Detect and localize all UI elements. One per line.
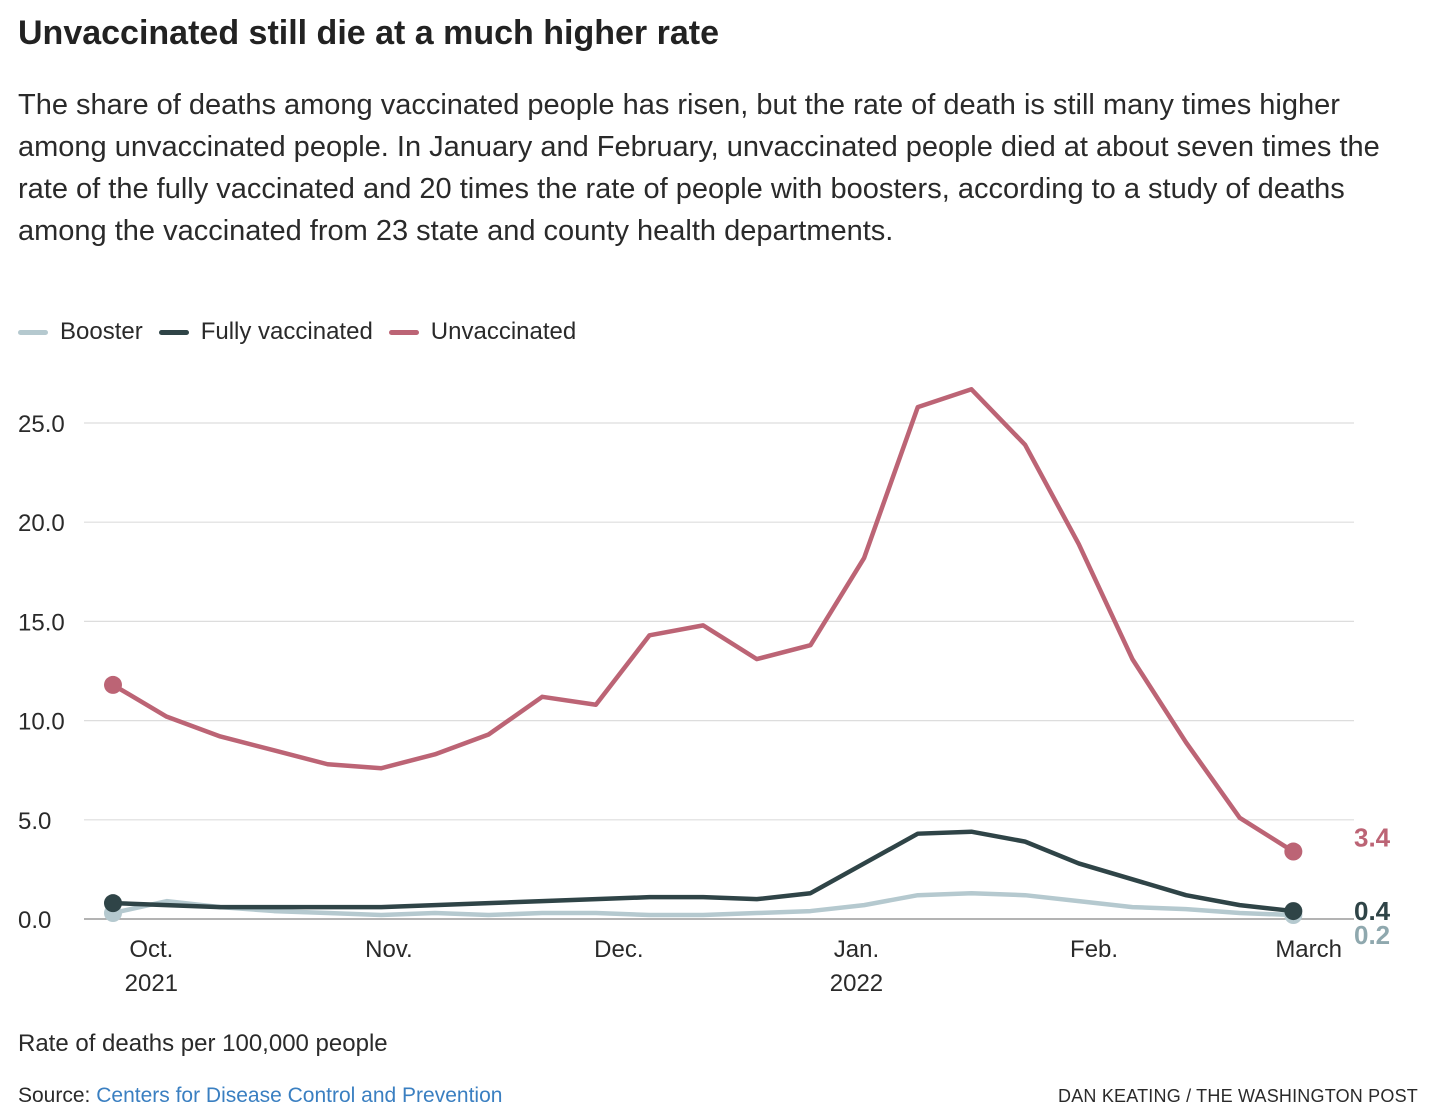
series-end-point — [1284, 842, 1303, 861]
x-tick-sublabel: 2022 — [830, 970, 883, 997]
y-tick-label: 5.0 — [18, 808, 51, 835]
legend-label-fully-vaccinated: Fully vaccinated — [200, 318, 373, 345]
series-line-unvaccinated — [110, 387, 1296, 854]
line-chart: 0.0 5.0 10.0 15.0 20.0 25.0 Oct. 2021 Nov. Dec. Ja… — [18, 387, 1391, 997]
x-tick-sublabel: 2021 — [125, 970, 178, 997]
legend-label-booster: Booster — [60, 318, 143, 345]
legend: Booster Fully vaccinated Unvaccinated — [18, 318, 592, 346]
legend-label-unvaccinated: Unvaccinated — [430, 318, 577, 345]
y-tick-label: 20.0 — [18, 510, 65, 537]
y-tick-label: 0.0 — [18, 907, 51, 934]
legend-item-unvaccinated: Unvaccinated — [388, 318, 577, 346]
series-start-point — [104, 675, 122, 694]
x-tick-label: Oct. — [129, 936, 173, 963]
series-line-booster — [110, 890, 1296, 918]
legend-swatch-fully-vaccinated — [158, 329, 189, 335]
credit-line: DAN KEATING / THE WASHINGTON POST — [1058, 1086, 1418, 1106]
series-end-point — [1284, 902, 1303, 921]
series-end-label: 3.4 — [1354, 823, 1391, 853]
series-end-label: 0.4 — [1354, 896, 1391, 926]
y-tick-label: 25.0 — [18, 411, 65, 438]
chart-subtitle: The share of deaths among vaccinated peo… — [18, 89, 1380, 247]
x-tick-label: Nov. — [365, 936, 413, 963]
legend-swatch-booster — [18, 329, 48, 335]
source-label: Source: — [18, 1084, 91, 1107]
y-axis-unit-note: Rate of deaths per 100,000 people — [18, 1030, 388, 1057]
y-tick-label: 15.0 — [18, 609, 65, 636]
x-tick-label: Jan. — [834, 936, 879, 963]
source-line: Source: Centers for Disease Control and … — [18, 1084, 502, 1108]
legend-swatch-unvaccinated — [388, 329, 419, 335]
x-tick-label: March — [1275, 936, 1342, 963]
legend-item-booster: Booster — [18, 318, 143, 346]
x-tick-label: Dec. — [594, 936, 643, 963]
x-tick-label: Feb. — [1070, 936, 1118, 963]
chart-title: Unvaccinated still die at a much higher … — [18, 14, 719, 52]
legend-item-fully-vaccinated: Fully vaccinated — [158, 318, 373, 346]
series-line-fully-vaccinated — [110, 829, 1296, 914]
y-tick-label: 10.0 — [18, 709, 65, 736]
series-end-label: 0.2 — [1354, 920, 1390, 950]
series-start-point — [104, 894, 122, 913]
source-link[interactable]: Centers for Disease Control and Preventi… — [96, 1084, 503, 1107]
